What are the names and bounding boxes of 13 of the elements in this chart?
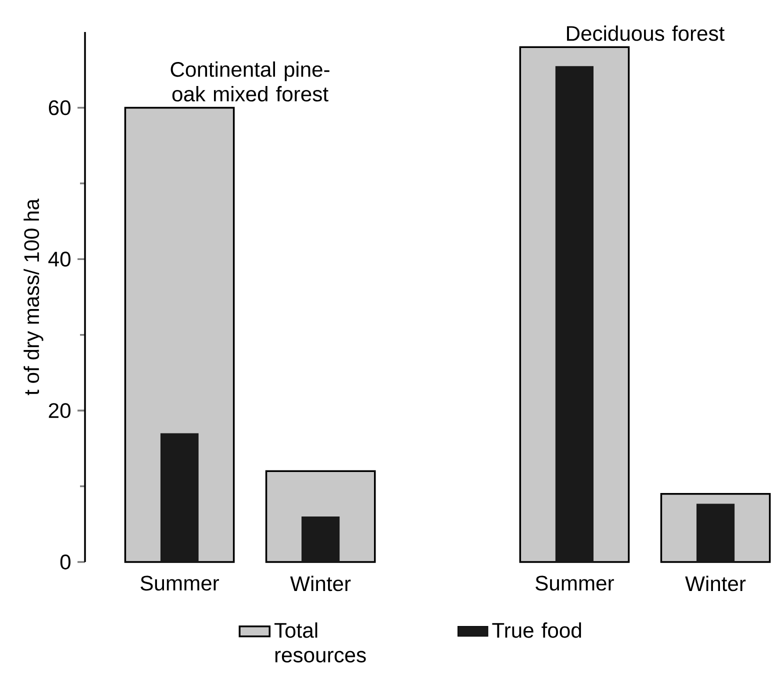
legend-label: Total resources <box>274 622 366 662</box>
legend-label: True food <box>492 622 582 638</box>
y-tick-label: 20 <box>48 403 70 418</box>
x-tick-label: Winter <box>290 576 351 592</box>
y-tick-label: 40 <box>48 252 70 267</box>
x-tick-label: Winter <box>685 576 746 592</box>
x-tick-label: Summer <box>140 576 219 591</box>
x-tick-label: Summer <box>536 576 614 591</box>
y-tick-label: 0 <box>60 554 70 570</box>
y-tick-label: 60 <box>48 100 70 116</box>
y-axis-title: t of dry mass/ 100 ha <box>24 198 44 396</box>
annotation: Deciduous forest <box>567 25 725 41</box>
annotation: Continental pine-oak mixed forest <box>170 61 330 102</box>
